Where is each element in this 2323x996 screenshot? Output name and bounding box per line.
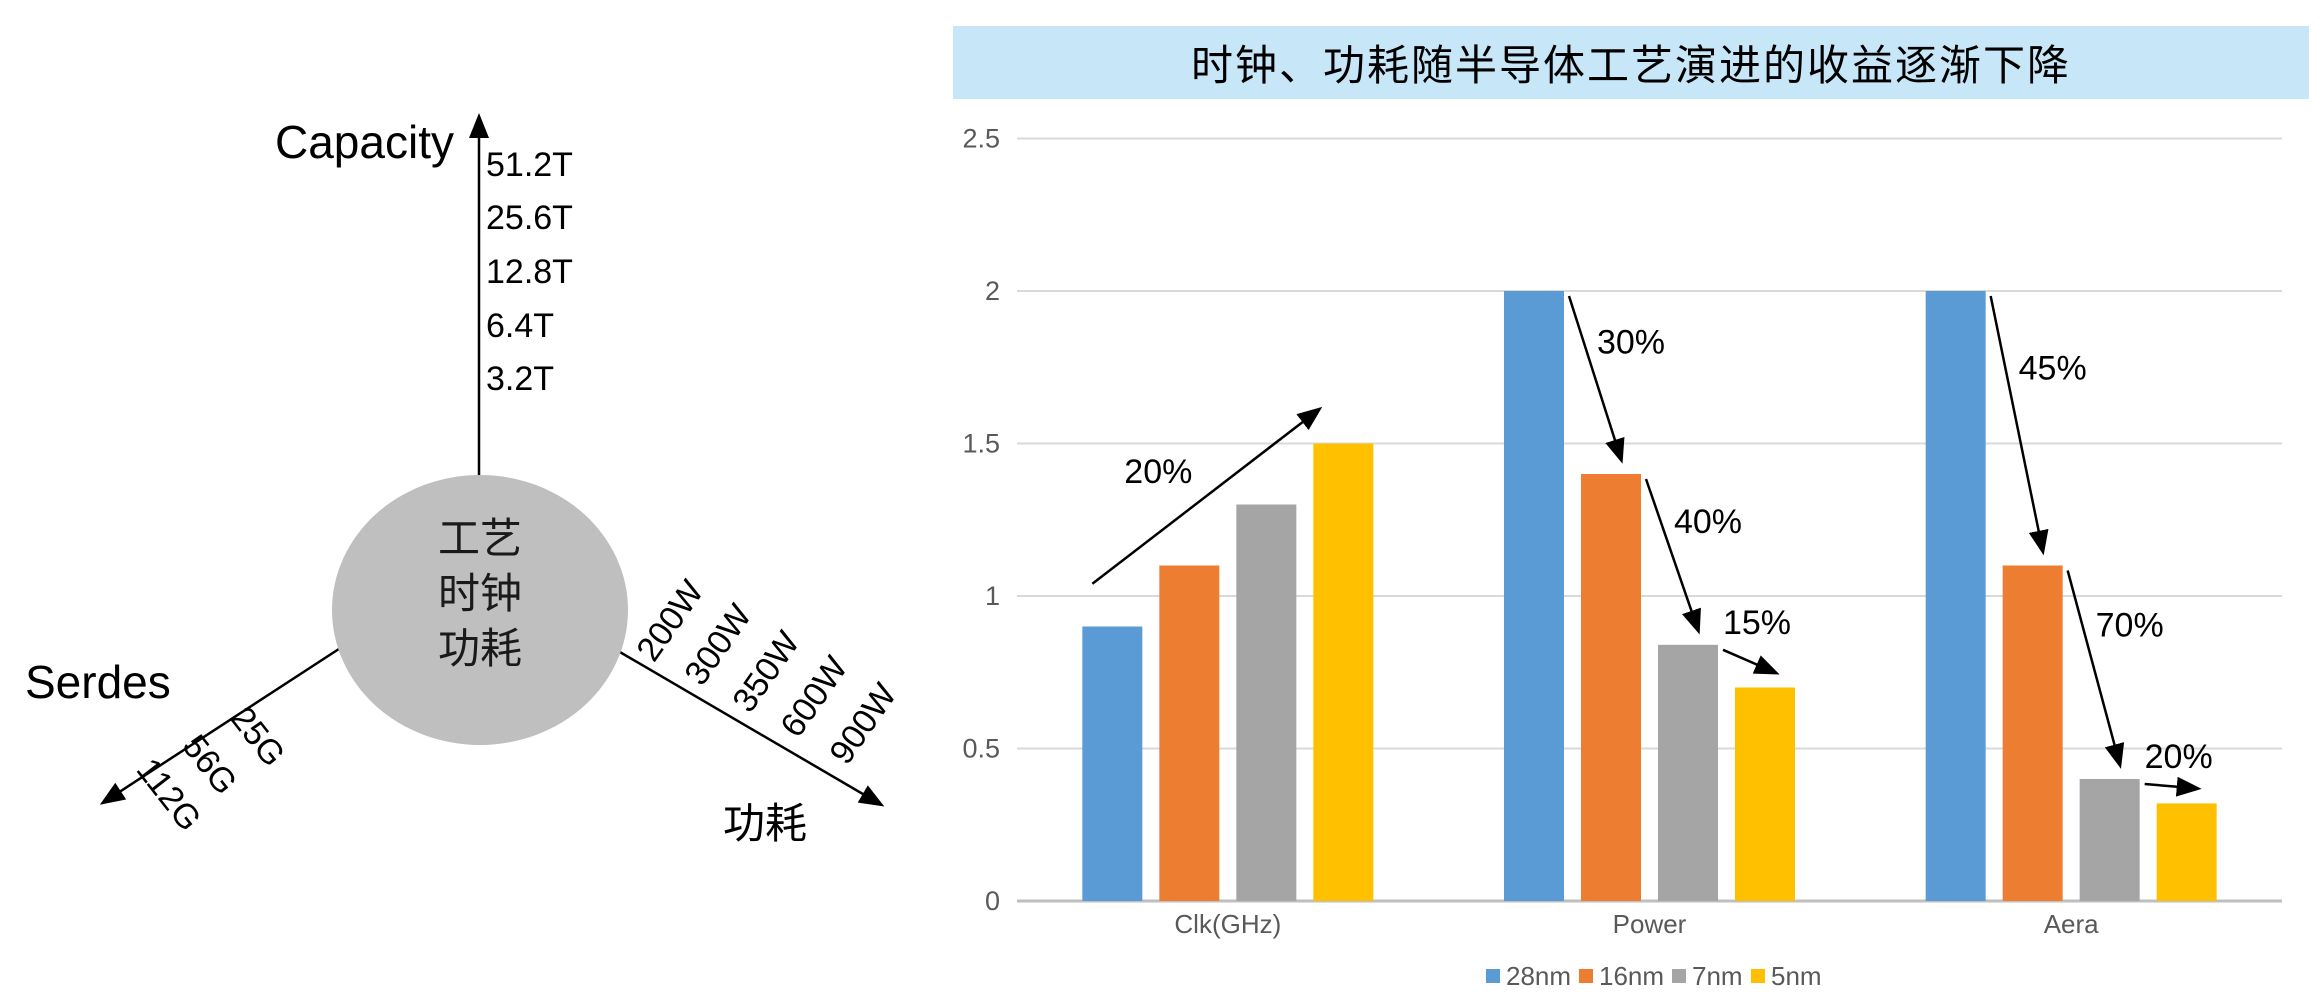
annotation-label: 15% (1723, 604, 1791, 642)
x-axis-category-label: Clk(GHz) (1174, 909, 1281, 939)
y-axis-tick-label: 0 (985, 886, 1000, 916)
power-axis-label: 功耗 (723, 802, 807, 848)
annotation-label: 40% (1674, 503, 1742, 541)
capacity-tick-label: 3.2T (486, 360, 554, 398)
legend-label: 16nm (1599, 961, 1664, 991)
y-axis-tick-label: 2 (985, 276, 1000, 306)
x-axis-category-label: Aera (2044, 909, 2099, 939)
bar-7nm-Clk(GHz) (1236, 504, 1297, 901)
annotation-label: 20% (2145, 738, 2213, 776)
y-axis-tick-label: 0.5 (962, 734, 1000, 764)
capacity-axis-label: Capacity (275, 116, 454, 168)
process-node-label-line: 功耗 (438, 627, 522, 673)
y-axis-tick-label: 1.5 (962, 429, 1000, 459)
benefit-decline-bar-chart: 0 0.5 1 1.5 2 2.5 Clk(GHz) Power Aera 20% 30% 40% 15… (962, 124, 2282, 991)
bar-5nm-Power (1735, 687, 1795, 901)
bar-7nm-Aera (2079, 779, 2140, 901)
bar-16nm-Aera (2002, 565, 2063, 901)
bar-28nm-Power (1504, 291, 1564, 901)
bar-5nm-Aera (2156, 803, 2217, 901)
annotation-label: 70% (2096, 607, 2164, 645)
x-axis-category-label: Power (1613, 909, 1687, 939)
y-axis-tick-label: 2.5 (962, 124, 1000, 154)
bar-5nm-Clk(GHz) (1313, 443, 1374, 901)
serdes-axis-line (99, 643, 346, 805)
bar-16nm-Clk(GHz) (1159, 565, 1220, 901)
annotation-arrow-Aera-45% (1989, 295, 2049, 556)
process-node-label-line: 工艺 (438, 517, 522, 563)
annotation-arrow-Power-15% (1722, 648, 1780, 675)
bar-28nm-Clk(GHz) (1082, 626, 1143, 901)
annotation-label: 30% (1597, 324, 1665, 362)
annotation-arrow-Aera-70% (2066, 570, 2125, 769)
legend-swatch-5nm (1751, 969, 1765, 983)
chart-title-bar: 时钟、功耗随半导体工艺演进的收益逐渐下降 (953, 26, 2309, 99)
annotation-arrow-Power-30% (1567, 295, 1625, 464)
annotation-arrow-Aera-20% (2144, 776, 2202, 797)
legend-label: 7nm (1692, 961, 1743, 991)
power-axis-line (612, 646, 885, 807)
annotation-label: 20% (1124, 453, 1192, 491)
bar-7nm-Power (1658, 644, 1718, 901)
serdes-axis-label: Serdes (25, 656, 171, 708)
legend-swatch-28nm (1486, 969, 1500, 983)
capacity-tick-label: 25.6T (486, 199, 573, 237)
legend-swatch-16nm (1579, 969, 1593, 983)
capacity-tick-label: 12.8T (486, 253, 573, 291)
process-node-label-line: 时钟 (438, 572, 522, 618)
process-node-circle (332, 475, 628, 745)
bar-28nm-Aera (1925, 291, 1986, 901)
legend-swatch-7nm (1672, 969, 1686, 983)
chart-title: 时钟、功耗随半导体工艺演进的收益逐渐下降 (1190, 44, 2071, 90)
bar-16nm-Power (1581, 474, 1641, 901)
capacity-tick-label: 6.4T (486, 307, 554, 345)
y-axis-tick-label: 1 (985, 581, 1000, 611)
capacity-tick-label: 51.2T (486, 146, 573, 184)
annotation-label: 45% (2019, 349, 2087, 387)
annotation-arrow-Power-40% (1644, 478, 1701, 635)
legend-label: 28nm (1506, 961, 1571, 991)
annotation-arrow-Clk(GHz)-20% (1091, 406, 1323, 585)
legend-label: 5nm (1771, 961, 1822, 991)
